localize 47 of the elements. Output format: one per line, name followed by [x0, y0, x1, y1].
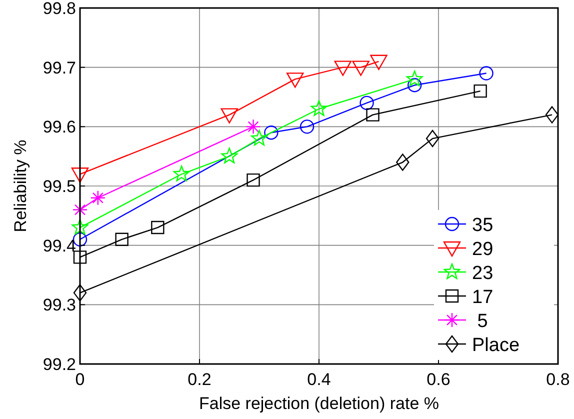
point — [115, 232, 128, 246]
point — [370, 54, 388, 70]
y-tick-label: 99.3 — [42, 296, 76, 315]
point — [90, 190, 106, 206]
point — [73, 250, 87, 264]
point — [360, 96, 374, 110]
y-axis-title: Reliability % — [11, 140, 30, 232]
point — [220, 108, 238, 124]
legend-label: 29 — [472, 239, 494, 260]
x-tick-label: 0.6 — [426, 370, 450, 389]
x-tick-label: 0.2 — [188, 370, 212, 389]
y-tick-label: 99.6 — [42, 118, 76, 137]
point — [72, 218, 88, 235]
point — [352, 60, 370, 76]
point — [286, 72, 304, 88]
x-tick-label: 0 — [75, 370, 85, 389]
point — [479, 66, 494, 80]
point — [151, 220, 164, 234]
legend-label: 23 — [472, 263, 494, 284]
point — [406, 70, 423, 86]
point — [426, 130, 440, 148]
point — [396, 154, 410, 171]
x-tick-label: 0.8 — [546, 370, 570, 389]
y-tick-label: 99.2 — [42, 355, 76, 374]
x-axis-title: False rejection (deletion) rate % — [198, 394, 440, 413]
legend-label: 35 — [472, 215, 494, 236]
y-tick-label: 99.4 — [42, 236, 76, 256]
legend-label: Place — [472, 335, 520, 356]
legend-label: 5 — [472, 311, 488, 332]
point — [72, 202, 88, 218]
point — [474, 84, 487, 98]
y-tick-label: 99.8 — [42, 0, 76, 18]
point — [334, 60, 352, 76]
point — [545, 106, 559, 124]
point — [251, 130, 268, 146]
point — [173, 166, 190, 182]
point — [310, 100, 328, 116]
point — [264, 126, 278, 140]
point — [221, 148, 238, 164]
y-tick-label: 99.5 — [42, 177, 76, 196]
legend-label: 17 — [472, 287, 494, 308]
point — [246, 119, 261, 134]
y-tick-label: 99.7 — [42, 58, 76, 78]
point — [366, 108, 380, 122]
point — [246, 173, 260, 187]
x-tick-label: 0.4 — [307, 370, 331, 389]
point — [300, 120, 314, 134]
